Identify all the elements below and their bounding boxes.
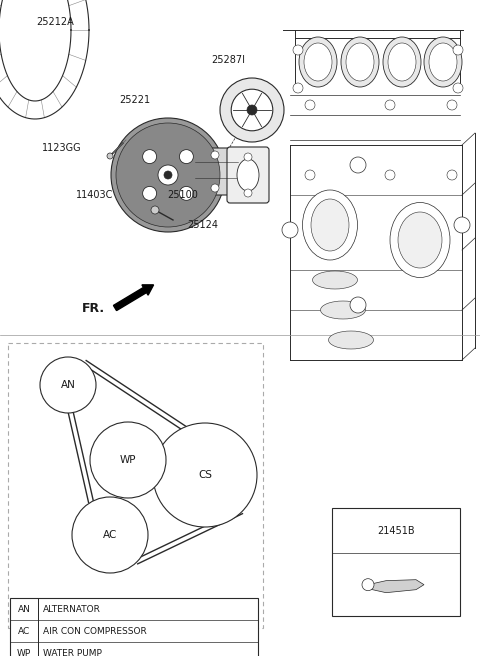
Text: AN: AN xyxy=(18,604,30,613)
Ellipse shape xyxy=(383,37,421,87)
Text: FR.: FR. xyxy=(82,302,105,314)
Ellipse shape xyxy=(341,37,379,87)
Circle shape xyxy=(180,150,193,163)
Ellipse shape xyxy=(321,301,365,319)
Ellipse shape xyxy=(388,43,416,81)
Circle shape xyxy=(143,186,156,200)
Circle shape xyxy=(453,45,463,55)
Text: 11403C: 11403C xyxy=(76,190,114,200)
Circle shape xyxy=(447,170,457,180)
Circle shape xyxy=(247,105,257,115)
Ellipse shape xyxy=(328,331,373,349)
Ellipse shape xyxy=(237,159,259,191)
Text: AC: AC xyxy=(103,530,117,540)
Circle shape xyxy=(211,184,219,192)
Bar xyxy=(332,508,460,616)
Circle shape xyxy=(350,157,366,173)
Bar xyxy=(10,598,258,656)
Text: ALTERNATOR: ALTERNATOR xyxy=(43,604,101,613)
Circle shape xyxy=(72,497,148,573)
Circle shape xyxy=(447,100,457,110)
Ellipse shape xyxy=(390,203,450,277)
FancyBboxPatch shape xyxy=(227,147,269,203)
Ellipse shape xyxy=(398,212,442,268)
Ellipse shape xyxy=(304,43,332,81)
Text: WATER PUMP: WATER PUMP xyxy=(43,649,102,656)
Polygon shape xyxy=(192,148,238,195)
Circle shape xyxy=(158,165,178,185)
Circle shape xyxy=(293,45,303,55)
Circle shape xyxy=(180,186,193,200)
Ellipse shape xyxy=(346,43,374,81)
Circle shape xyxy=(282,222,298,238)
Text: 1123GG: 1123GG xyxy=(42,143,82,153)
Circle shape xyxy=(231,89,273,131)
Ellipse shape xyxy=(311,199,349,251)
Circle shape xyxy=(164,171,172,179)
Text: 25124: 25124 xyxy=(188,220,218,230)
Circle shape xyxy=(385,170,395,180)
Circle shape xyxy=(90,422,166,498)
Text: AC: AC xyxy=(18,626,30,636)
Text: WP: WP xyxy=(17,649,31,656)
Circle shape xyxy=(293,83,303,93)
Text: AN: AN xyxy=(60,380,75,390)
Circle shape xyxy=(151,206,159,214)
Polygon shape xyxy=(368,580,424,592)
Circle shape xyxy=(362,579,374,590)
Circle shape xyxy=(244,189,252,197)
FancyArrow shape xyxy=(113,285,154,310)
Text: CS: CS xyxy=(198,470,212,480)
Ellipse shape xyxy=(302,190,358,260)
Text: 25287I: 25287I xyxy=(211,55,245,65)
Ellipse shape xyxy=(299,37,337,87)
Circle shape xyxy=(244,153,252,161)
Circle shape xyxy=(305,100,315,110)
Ellipse shape xyxy=(429,43,457,81)
Text: WP: WP xyxy=(120,455,136,465)
Circle shape xyxy=(350,297,366,313)
Circle shape xyxy=(220,78,284,142)
Text: 25100: 25100 xyxy=(168,190,198,200)
Circle shape xyxy=(143,150,156,163)
Circle shape xyxy=(453,83,463,93)
Text: 25212A: 25212A xyxy=(36,17,74,27)
Circle shape xyxy=(116,123,220,227)
Circle shape xyxy=(107,153,113,159)
Text: 21451B: 21451B xyxy=(377,525,415,536)
Text: AIR CON COMPRESSOR: AIR CON COMPRESSOR xyxy=(43,626,147,636)
Circle shape xyxy=(40,357,96,413)
Ellipse shape xyxy=(312,271,358,289)
Circle shape xyxy=(454,217,470,233)
Ellipse shape xyxy=(424,37,462,87)
Bar xyxy=(8,343,263,628)
Circle shape xyxy=(111,118,225,232)
Circle shape xyxy=(385,100,395,110)
Circle shape xyxy=(211,151,219,159)
Circle shape xyxy=(305,170,315,180)
Circle shape xyxy=(153,423,257,527)
Text: 25221: 25221 xyxy=(120,95,151,105)
